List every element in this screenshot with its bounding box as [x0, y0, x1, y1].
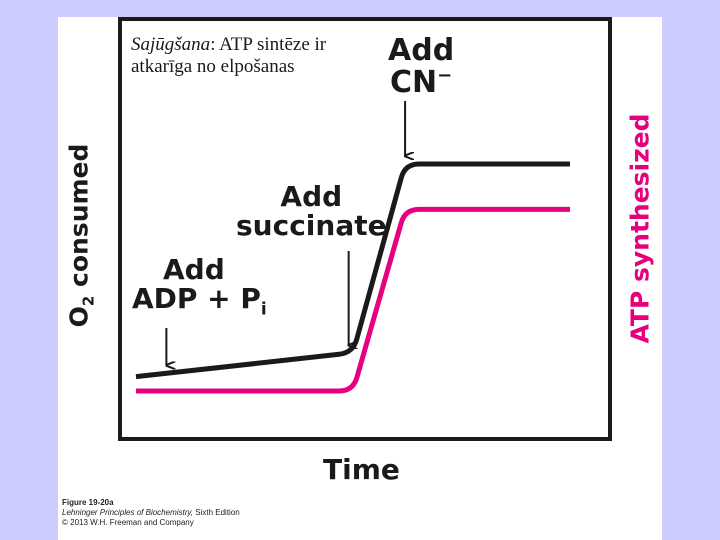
- caption-book-line: Lehninger Principles of Biochemistry, Si…: [62, 508, 240, 518]
- add-succinate-line2: succinate: [236, 209, 387, 243]
- add-cn-sup: −: [437, 64, 453, 86]
- add-cn-line1: Add: [388, 33, 455, 68]
- add-adp-line1: Add: [163, 253, 225, 286]
- add-adp-label: Add ADP + Pi: [132, 255, 267, 320]
- note-text: Sajūgšana: ATP sintēze ir atkarīga no el…: [131, 34, 371, 78]
- note-rest: : ATP sintēze ir atkarīga no elpošanas: [131, 34, 327, 77]
- y-left-sub: 2: [79, 295, 98, 307]
- add-succinate-label: Add succinate: [236, 182, 387, 241]
- chart-svg: [118, 17, 612, 441]
- figure-caption: Figure 19-20a Lehninger Principles of Bi…: [62, 498, 240, 528]
- x-axis-label: Time: [323, 453, 400, 486]
- slide: Sajūgšana: ATP sintēze ir atkarīga no el…: [58, 17, 662, 540]
- series-atp-synthesized: [136, 206, 570, 394]
- note-italic: Sajūgšana: [131, 34, 211, 55]
- series-o2-consumed: [135, 161, 570, 380]
- caption-book: Lehninger Principles of Biochemistry,: [62, 508, 194, 517]
- y-left-main: O: [64, 306, 94, 328]
- series-layer: [135, 161, 570, 394]
- add-adp-sub: i: [260, 299, 267, 320]
- add-cn-label: Add CN−: [388, 35, 454, 98]
- caption-copyright: © 2013 W.H. Freeman and Company: [62, 518, 194, 527]
- plot-frame: [118, 17, 612, 441]
- y-axis-left-label: O2 consumed: [65, 136, 98, 336]
- arrow-layer: [165, 101, 405, 365]
- add-adp-line2: ADP + Pi: [132, 282, 267, 320]
- y-left-rest: consumed: [64, 143, 94, 296]
- caption-figure: Figure 19-20a: [62, 498, 114, 507]
- caption-edition: Sixth Edition: [193, 508, 240, 517]
- add-succinate-line1: Add: [280, 180, 343, 213]
- y-axis-right-label: ATP synthesized: [625, 113, 655, 344]
- add-cn-line2: CN−: [389, 64, 453, 100]
